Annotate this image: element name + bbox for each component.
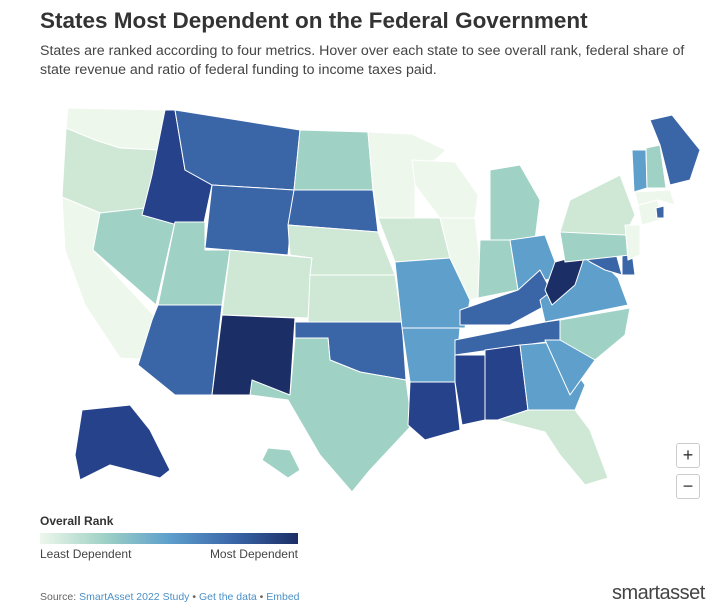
page-subtitle: States are ranked according to four metr… [40,43,685,78]
footer: Source: SmartAsset 2022 Study • Get the … [40,591,300,603]
get-data-link[interactable]: Get the data [198,591,257,603]
state-nc[interactable] [559,307,631,361]
legend-color-bar [40,533,298,544]
legend-low-label: Least Dependent [40,547,132,561]
state-nv[interactable] [92,207,176,306]
state-co[interactable] [221,249,313,319]
state-ma[interactable] [634,189,676,206]
zoom-out-button[interactable]: − [676,474,700,499]
state-nh[interactable] [645,144,667,189]
state-ny[interactable] [559,174,636,236]
page-title: States Most Dependent on the Federal Gov… [40,8,588,33]
state-vt[interactable] [631,149,648,193]
state-mi[interactable] [489,164,541,241]
smartasset-logo: smartasset [612,582,705,605]
state-tx[interactable] [249,337,413,493]
state-me[interactable] [649,114,701,186]
state-mn[interactable] [367,131,447,219]
embed-link[interactable]: Embed [266,591,300,603]
state-nd[interactable] [293,129,374,191]
state-ri[interactable] [655,205,665,219]
state-az[interactable] [137,304,223,396]
state-wy[interactable] [204,184,295,256]
brand-part-2: asset [659,582,706,604]
state-hi[interactable] [261,447,301,479]
legend-title: Overall Rank [40,514,114,528]
footer-separator: • [189,591,199,603]
state-ak[interactable] [74,404,171,481]
state-ms[interactable] [454,354,486,426]
state-ia[interactable] [377,217,451,263]
state-wi[interactable] [411,159,479,219]
state-ar[interactable] [401,327,461,383]
brand-part-1: smart [612,582,660,604]
footer-separator: • [256,591,267,603]
zoom-in-button[interactable]: + [676,443,700,468]
legend-high-label: Most Dependent [209,547,298,561]
source-link[interactable]: SmartAsset 2022 Study [79,591,190,603]
state-fl[interactable] [497,409,609,486]
state-nj[interactable] [624,224,641,261]
state-la[interactable] [407,381,461,441]
source-prefix: Source: [40,591,80,603]
state-ks[interactable] [307,274,403,323]
